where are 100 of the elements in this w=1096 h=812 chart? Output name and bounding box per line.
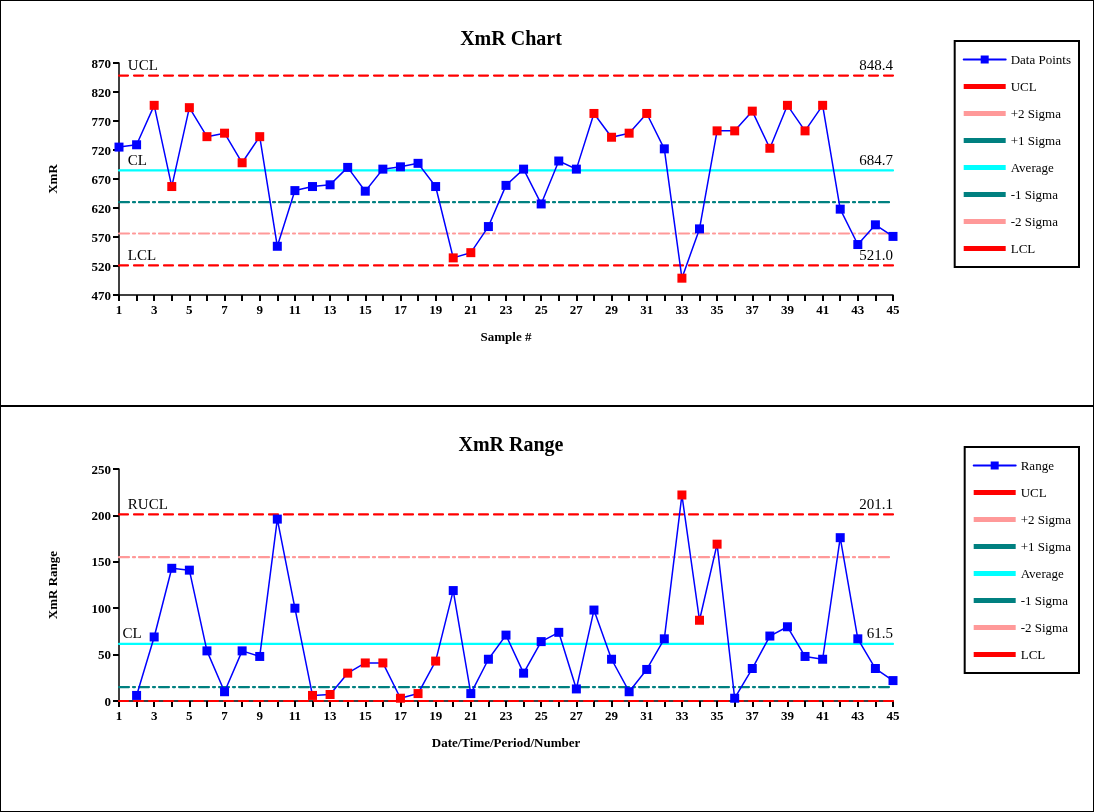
x-tick-label: 15 xyxy=(358,302,373,317)
y-tick-label: 520 xyxy=(91,258,111,274)
point xyxy=(149,632,159,642)
x-tick-label: 39 xyxy=(780,302,795,317)
point xyxy=(870,664,880,674)
point xyxy=(501,630,511,640)
point xyxy=(272,241,282,251)
x-tick-label: 35 xyxy=(710,302,725,317)
point xyxy=(642,108,652,118)
x-tick-label: 5 xyxy=(186,302,194,317)
point xyxy=(132,140,142,150)
point xyxy=(413,689,423,699)
legend-label: UCL xyxy=(1020,485,1047,500)
point xyxy=(870,220,880,230)
x-tick-label: 5 xyxy=(186,708,194,723)
point xyxy=(202,132,212,142)
point xyxy=(695,615,704,625)
point xyxy=(888,676,898,686)
point xyxy=(448,586,458,596)
point xyxy=(501,180,511,190)
x-tick-label: 13 xyxy=(323,708,338,723)
point xyxy=(835,204,845,214)
legend-label: -1 Sigma xyxy=(1020,593,1069,608)
point xyxy=(448,253,458,263)
point xyxy=(149,100,159,110)
point xyxy=(818,100,828,110)
y-tick-label: 470 xyxy=(91,287,111,303)
x-tick-label: 37 xyxy=(745,708,760,723)
legend-label: Data Points xyxy=(1010,52,1072,67)
annotation: 201.1 xyxy=(859,495,893,512)
point xyxy=(888,231,898,241)
x-tick-label: 43 xyxy=(851,708,865,723)
x-tick-label: 21 xyxy=(464,302,478,317)
point xyxy=(167,182,177,192)
y-tick-label: 770 xyxy=(91,113,111,129)
annotation: RUCL xyxy=(127,495,168,512)
legend-label: +2 Sigma xyxy=(1020,512,1072,527)
point xyxy=(765,631,775,641)
point xyxy=(483,654,493,664)
point xyxy=(378,658,388,668)
x-tick-label: 27 xyxy=(569,302,584,317)
legend-label: +1 Sigma xyxy=(1010,133,1062,148)
x-tick-label: 3 xyxy=(150,302,158,317)
y-tick-label: 670 xyxy=(91,171,111,187)
point xyxy=(167,563,177,573)
x-tick-label: 37 xyxy=(745,302,760,317)
x-tick-label: 25 xyxy=(534,708,549,723)
x-tick-label: 9 xyxy=(256,302,264,317)
point xyxy=(730,126,740,136)
point xyxy=(184,565,194,575)
point xyxy=(853,634,863,644)
annotation: 684.7 xyxy=(859,151,894,168)
x-tick-label: 13 xyxy=(323,302,338,317)
x-tick-label: 21 xyxy=(464,708,478,723)
x-tick-label: 15 xyxy=(358,708,373,723)
point xyxy=(782,622,792,632)
point xyxy=(308,182,317,192)
point xyxy=(659,634,669,644)
point xyxy=(677,273,687,283)
point xyxy=(114,142,124,152)
x-tick-label: 9 xyxy=(256,708,264,723)
point xyxy=(220,128,230,138)
x-tick-label: 25 xyxy=(534,302,549,317)
y-tick-label: 100 xyxy=(91,600,111,616)
point xyxy=(290,186,300,196)
point xyxy=(395,693,405,703)
point xyxy=(325,690,335,699)
point xyxy=(272,514,282,524)
x-tick-label: 29 xyxy=(605,708,619,723)
point xyxy=(800,126,810,136)
x-tick-label: 45 xyxy=(886,302,900,317)
point xyxy=(818,654,828,664)
point xyxy=(202,646,212,656)
point xyxy=(765,143,775,153)
point xyxy=(782,100,792,110)
point xyxy=(395,162,405,172)
y-tick-label: 150 xyxy=(91,554,111,570)
point xyxy=(255,651,265,661)
x-tick-label: 17 xyxy=(393,708,408,723)
y-axis-title: XmR Range xyxy=(45,550,60,620)
legend-label: Average xyxy=(1010,160,1054,175)
point xyxy=(589,108,599,118)
x-tick-label: 1 xyxy=(115,708,123,723)
point xyxy=(431,656,441,666)
point xyxy=(308,690,317,700)
x-tick-label: 31 xyxy=(640,302,654,317)
point xyxy=(220,687,230,697)
y-tick-label: 570 xyxy=(91,229,111,245)
y-tick-label: 870 xyxy=(91,55,111,71)
point xyxy=(237,158,247,168)
y-tick-label: 620 xyxy=(91,200,111,216)
point xyxy=(607,654,617,664)
x-tick-label: 1 xyxy=(115,302,123,317)
x-tick-label: 7 xyxy=(221,708,229,723)
point xyxy=(624,687,634,697)
chart-title: XmR Chart xyxy=(460,27,563,49)
legend-label: Range xyxy=(1020,458,1055,473)
point xyxy=(571,164,581,174)
x-tick-label: 41 xyxy=(816,302,830,317)
point xyxy=(132,690,142,700)
